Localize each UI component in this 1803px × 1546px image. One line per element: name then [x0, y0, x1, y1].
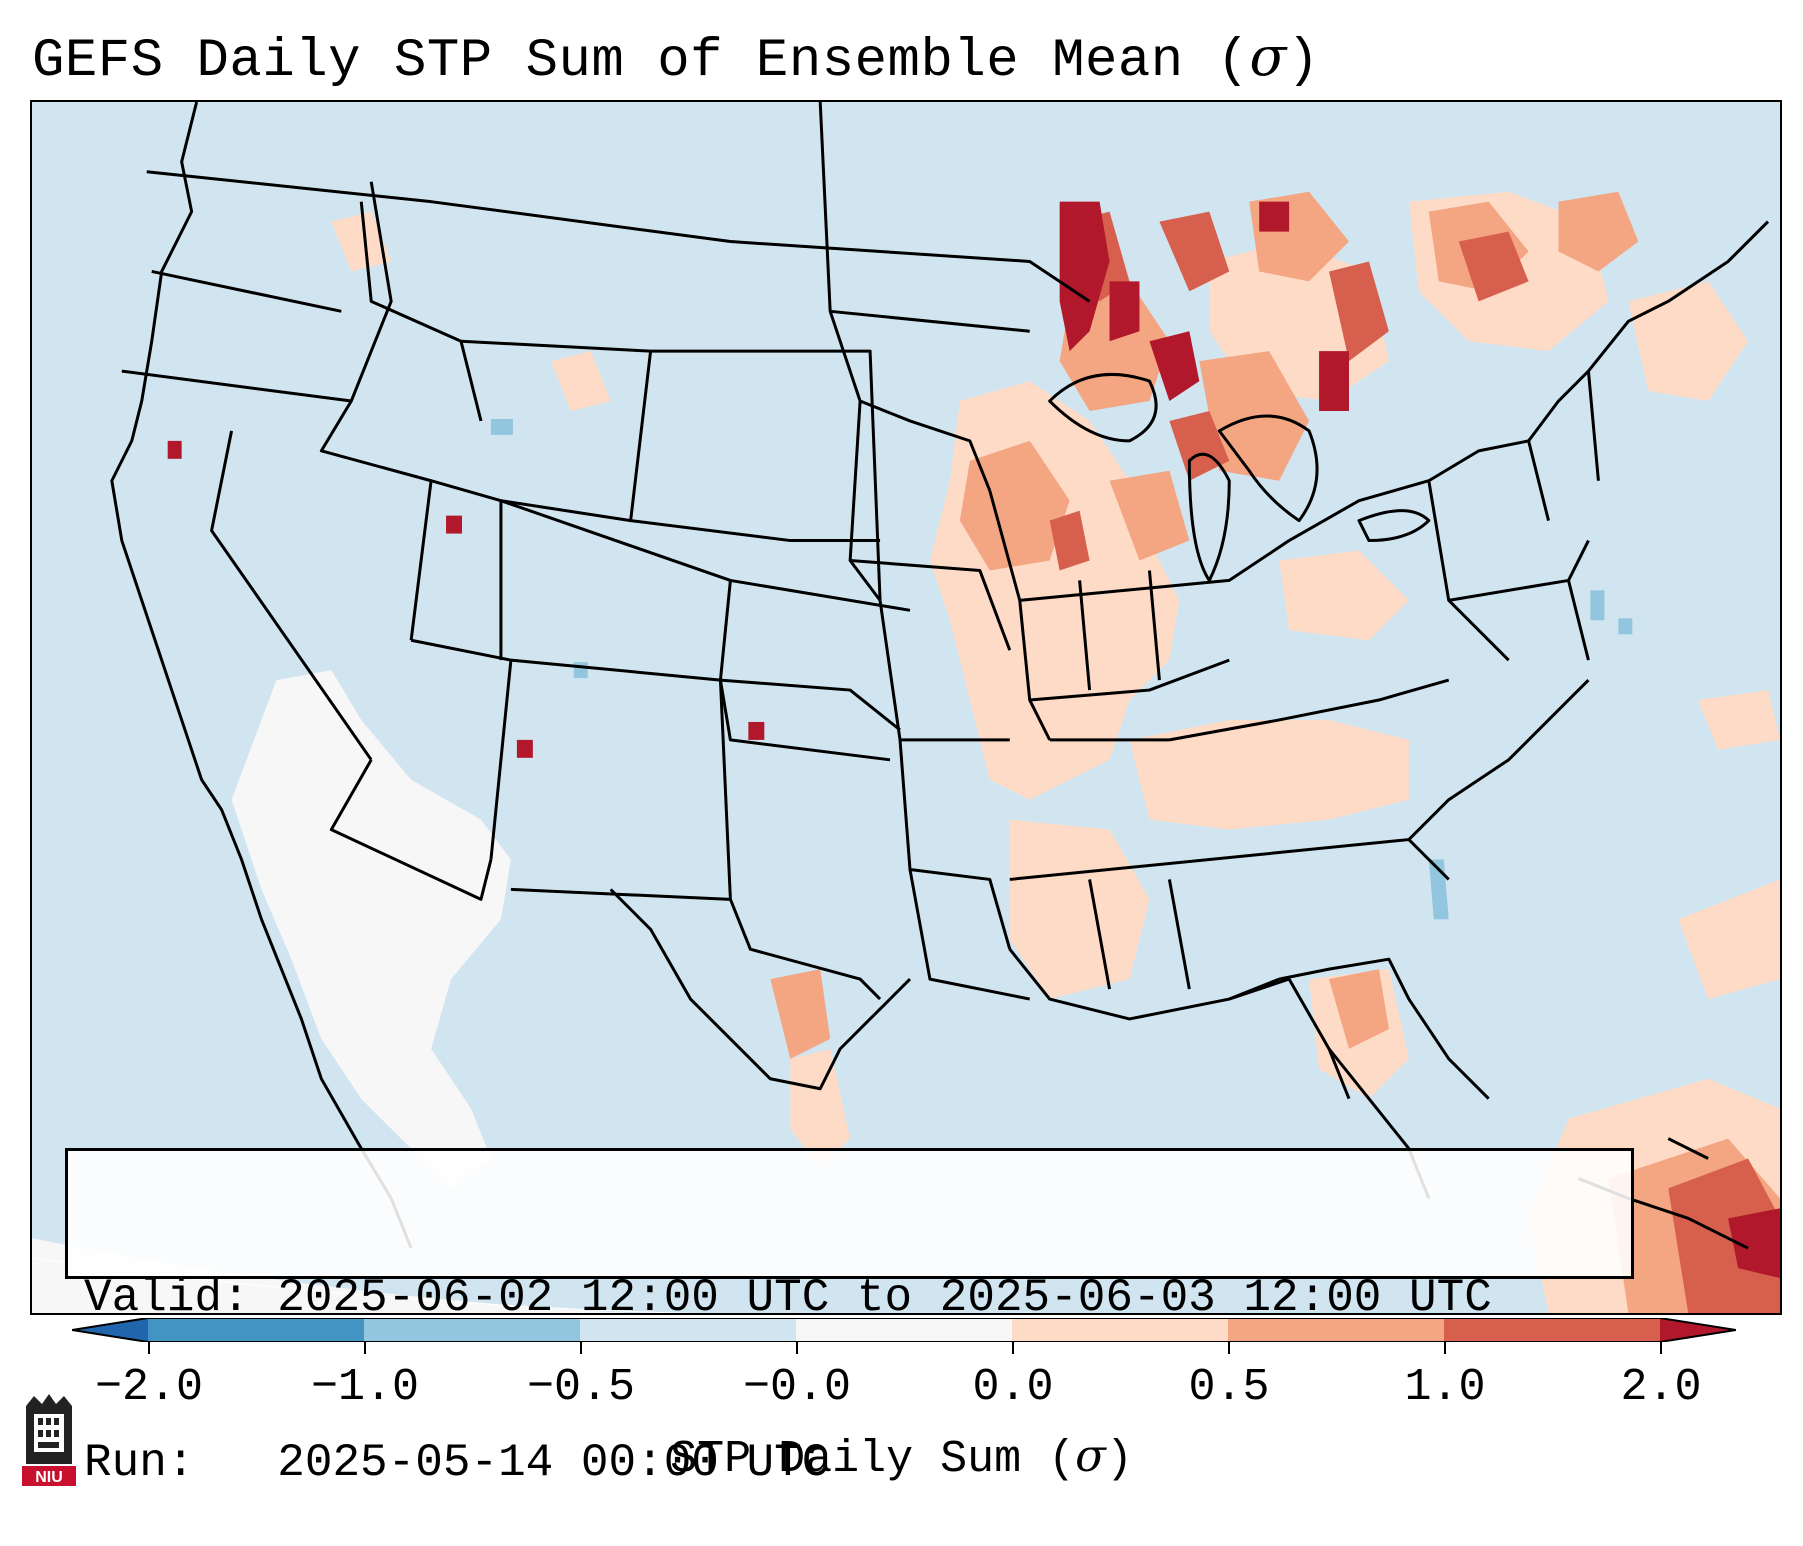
tick-mark-7: [1444, 1342, 1446, 1354]
colorbar-low-extend: [72, 1318, 148, 1342]
tick-label-5: 0.0: [972, 1362, 1054, 1413]
valid-line: Valid: 2025-06-02 12:00 UTC to 2025-06-0…: [84, 1272, 1492, 1324]
colorbar-seg-6: [1228, 1318, 1444, 1342]
tick-mark-6: [1228, 1342, 1230, 1354]
colorbar-seg-7: [1444, 1318, 1660, 1342]
colorbar-seg-3: [580, 1318, 796, 1342]
tick-label-8: 2.0: [1620, 1362, 1702, 1413]
map-panel: [30, 100, 1782, 1315]
niu-logo-icon: NIU: [22, 1394, 76, 1486]
logo-text: NIU: [35, 1469, 63, 1486]
chart-title: GEFS Daily STP Sum of Ensemble Mean (σ): [32, 22, 1320, 97]
tick-mark-5: [1012, 1342, 1014, 1354]
anomaly-light: [331, 191, 1780, 1313]
colorbar-svg: [72, 1318, 1736, 1342]
tick-label-3: −0.5: [526, 1362, 636, 1413]
anomaly-extreme: [167, 201, 1780, 1279]
title-close: ): [1286, 31, 1320, 92]
tick-mark-8: [1660, 1342, 1662, 1354]
map-svg: [32, 102, 1780, 1313]
tick-label-6: 0.5: [1188, 1362, 1270, 1413]
colorbar-seg-4: [796, 1318, 1012, 1342]
title-text: GEFS Daily STP Sum of Ensemble Mean (: [32, 31, 1250, 92]
tick-label-7: 1.0: [1404, 1362, 1486, 1413]
tick-mark-3: [580, 1342, 582, 1354]
tick-label-1: −2.0: [94, 1362, 204, 1413]
colorbar-label-text: STP Daily Sum (: [670, 1434, 1076, 1485]
tick-label-2: −1.0: [310, 1362, 420, 1413]
neutral-region: [32, 670, 631, 1313]
tick-mark-4: [796, 1342, 798, 1354]
tick-label-4: −0.0: [742, 1362, 852, 1413]
colorbar-high-extend: [1660, 1318, 1736, 1342]
map-boundaries: [110, 102, 1770, 1250]
title-sigma: σ: [1249, 25, 1287, 88]
colorbar-seg-5: [1012, 1318, 1228, 1342]
tick-mark-2: [364, 1342, 366, 1354]
valid-run-box: Valid: 2025-06-02 12:00 UTC to 2025-06-0…: [65, 1148, 1634, 1489]
tick-mark-1: [148, 1342, 150, 1354]
run-line: Run: 2025-05-14 00:00 UTC: [84, 1437, 830, 1489]
colorbar: [72, 1318, 1736, 1342]
colorbar-seg-1: [148, 1318, 364, 1342]
colorbar-seg-2: [364, 1318, 580, 1342]
colorbar-label-close: ): [1105, 1434, 1133, 1485]
colorbar-label: STP Daily Sum (σ): [0, 1428, 1803, 1488]
colorbar-label-sigma: σ: [1075, 1429, 1106, 1482]
